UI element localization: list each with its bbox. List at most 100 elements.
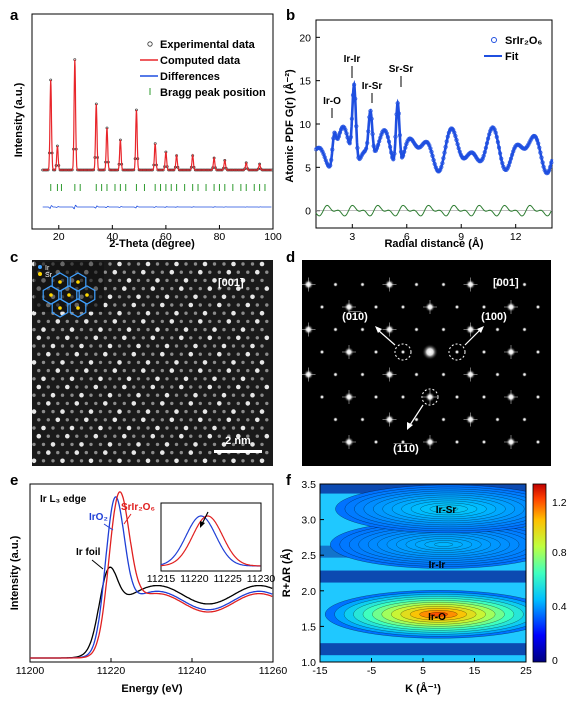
stem-atom [264, 433, 270, 439]
stem-atom [41, 393, 46, 397]
stem-atom [93, 335, 99, 341]
stem-atom [79, 409, 84, 414]
stem-atom [132, 434, 136, 438]
stem-atom [108, 311, 112, 315]
stem-atom [164, 294, 170, 300]
stem-atom [222, 311, 226, 315]
stem-atom [127, 311, 131, 315]
stem-atom [202, 261, 208, 267]
fft-spot [441, 282, 446, 287]
stem-atom [236, 286, 241, 291]
fft-spot [373, 304, 379, 310]
fft-spot [319, 304, 325, 310]
panel-e-ylabel: Intensity (a.u.) [9, 535, 21, 610]
b-ytick-label: 5 [305, 162, 311, 174]
stem-atom [65, 319, 70, 324]
fft-spot [495, 372, 500, 377]
stem-atom [227, 336, 231, 340]
b-xtick-label: 9 [458, 231, 464, 243]
stem-atom [170, 401, 174, 406]
f-xtick-label: 5 [420, 665, 426, 677]
b-data-point [396, 111, 401, 116]
stem-atom [265, 319, 269, 324]
stem-atom [179, 303, 183, 307]
stem-atom [174, 409, 179, 414]
stem-atom [246, 270, 250, 274]
stem-atom [70, 409, 74, 414]
stem-atom [151, 352, 155, 356]
stem-atom [188, 450, 194, 455]
b-data-point [352, 82, 357, 87]
stem-atom [245, 302, 251, 308]
stem-atom-lattice [31, 261, 270, 464]
b-data-point [379, 132, 384, 137]
stem-atom [103, 385, 108, 389]
b-data-point [430, 153, 435, 158]
stem-atom [127, 393, 131, 397]
stem-atom [198, 417, 203, 423]
stem-atom [141, 434, 145, 438]
stem-atom [165, 278, 169, 283]
fft-spot [522, 372, 527, 377]
inset-sr-atom [76, 306, 80, 310]
stem-atom [32, 327, 36, 332]
stem-atom [60, 360, 65, 365]
stem-atom [127, 459, 131, 463]
legend-bragg: Bragg peak position [160, 87, 266, 99]
stem-atom [231, 442, 236, 447]
stem-atom [221, 392, 227, 398]
stem-atom [222, 278, 226, 283]
stem-atom [93, 384, 99, 390]
stem-atom [56, 450, 60, 455]
stem-atom [208, 270, 212, 274]
spot-label-1-10: (̅1̅1̅0) [393, 443, 419, 455]
stem-atom [255, 352, 259, 356]
stem-atom [255, 336, 259, 340]
stem-atom [202, 310, 208, 316]
stem-atom [84, 336, 89, 340]
stem-atom [113, 385, 117, 389]
panel-e-plot [30, 491, 273, 659]
legend-differences: Differences [160, 71, 220, 83]
b-data-point [463, 155, 468, 161]
stem-atom [146, 393, 150, 397]
stem-atom [132, 418, 136, 422]
stem-atom [255, 303, 259, 307]
stem-atom [37, 401, 41, 406]
stem-atom [84, 417, 89, 423]
annotation-sr-sr: Sr-Sr [389, 64, 414, 75]
b-data-point [467, 151, 472, 156]
legend-sr-dot [38, 272, 42, 276]
b-data-point [341, 124, 346, 129]
stem-atom [70, 393, 74, 397]
b-ytick-label: 15 [299, 76, 311, 88]
b-data-point [542, 168, 547, 173]
fft-spot [333, 372, 338, 377]
stem-atom [136, 311, 141, 315]
stem-atom [212, 311, 217, 315]
stem-atom [41, 344, 46, 348]
b-data-point [364, 146, 369, 151]
stem-atom [227, 286, 231, 291]
stem-atom [250, 327, 255, 332]
stem-atom [32, 393, 36, 397]
stem-atom [188, 401, 194, 406]
stem-atom [103, 434, 108, 438]
stem-atom [136, 459, 141, 463]
arrow-srir2o6 [123, 513, 132, 525]
stem-atom [174, 426, 179, 430]
b-data-point [451, 127, 456, 133]
stem-atom [174, 327, 179, 332]
b-data-point [483, 145, 489, 150]
stem-atom [103, 270, 108, 274]
stem-atom [179, 384, 184, 390]
stem-atom [75, 336, 79, 340]
stem-atom [112, 269, 118, 275]
stem-atom [41, 360, 46, 365]
b-data-point [429, 149, 434, 154]
stem-atom [212, 393, 217, 397]
stem-atom [265, 401, 269, 406]
panel-c-zone-axis: [001] [218, 277, 244, 289]
stem-atom [88, 458, 94, 464]
b-data-point [418, 144, 423, 149]
